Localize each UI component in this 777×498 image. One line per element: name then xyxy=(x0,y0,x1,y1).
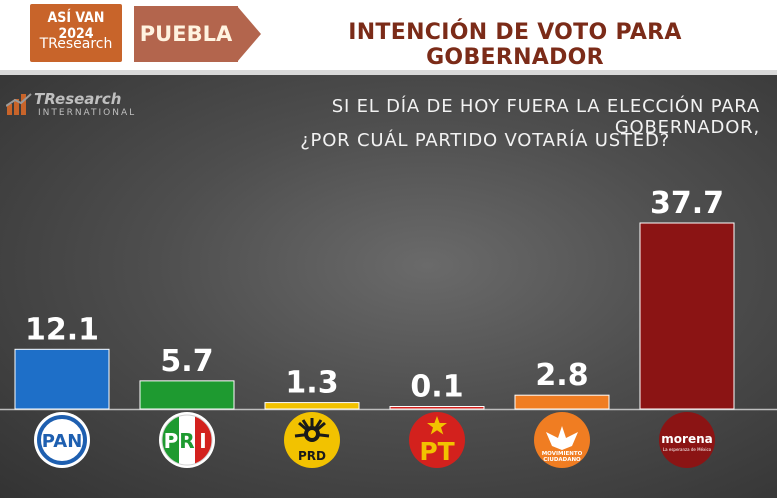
state-tag: PUEBLA xyxy=(134,6,238,62)
prd-logo-text: PRD xyxy=(298,449,326,463)
pri-logo-i: I xyxy=(199,429,206,453)
morena-logo-tagline: La esperanza de México xyxy=(663,447,712,452)
pri-logo-p: P xyxy=(164,429,179,453)
pri-logo-r: R xyxy=(179,429,194,453)
value-label-mc: 2.8 xyxy=(535,358,588,393)
value-label-pt: 0.1 xyxy=(410,370,463,405)
question-line-1: SI EL DÍA DE HOY FUERA LA ELECCIÓN PARA … xyxy=(331,96,760,138)
bar-pri xyxy=(139,380,235,410)
value-label-prd: 1.3 xyxy=(285,366,338,401)
pri-logo: P R I xyxy=(159,412,215,468)
tresearch-logo: TResearch INTERNATIONAL xyxy=(6,90,134,126)
prd-logo: PRD xyxy=(284,412,340,468)
logo-subtitle: INTERNATIONAL xyxy=(38,108,137,118)
star-icon xyxy=(427,416,447,435)
page-title: INTENCIÓN DE VOTO PARA GOBERNADOR xyxy=(348,20,682,70)
bar-chart-icon xyxy=(6,93,32,115)
bar-pt xyxy=(389,406,485,410)
mc-logo: MOVIMIENTO CIUDADANO xyxy=(534,412,590,468)
mc-logo-line-2: CIUDADANO xyxy=(543,457,581,463)
pt-logo-text: PT xyxy=(419,437,454,466)
value-labels-group: 12.1 5.7 1.3 0.1 2.8 37.7 xyxy=(25,186,724,405)
morena-logo-text: morena xyxy=(661,432,712,446)
state-name: PUEBLA xyxy=(139,22,233,46)
value-label-pan: 12.1 xyxy=(25,312,99,347)
header-bar xyxy=(0,0,777,70)
value-label-morena: 37.7 xyxy=(650,186,724,221)
question-line-2: ¿POR CUÁL PARTIDO VOTARÍA USTED? xyxy=(300,130,670,151)
pan-logo-text: PAN xyxy=(42,431,83,452)
bar-prd xyxy=(264,402,360,410)
bars-group xyxy=(14,222,735,410)
bar-mc xyxy=(514,394,610,410)
edition-badge-title: ASÍ VAN 2024 xyxy=(47,10,105,42)
eagle-icon xyxy=(546,426,578,450)
header-divider xyxy=(0,70,777,75)
pan-logo: PAN xyxy=(34,412,90,468)
morena-logo: morena La esperanza de México xyxy=(659,412,715,468)
edition-badge: ASÍ VAN 2024 TResearch xyxy=(30,4,122,62)
mc-logo-line-1: MOVIMIENTO xyxy=(542,451,583,457)
pt-logo: PT xyxy=(409,412,465,468)
bar-morena xyxy=(639,222,735,410)
value-label-pri: 5.7 xyxy=(160,344,213,379)
state-tag-arrow xyxy=(237,6,261,62)
logo-name: TResearch xyxy=(34,90,122,108)
edition-badge-brand: TResearch xyxy=(39,36,113,52)
bar-pan xyxy=(14,348,110,410)
